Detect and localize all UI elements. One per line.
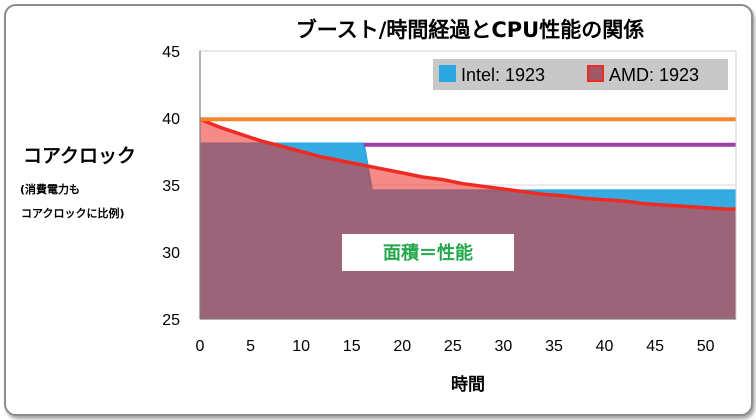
amd-area-fill [200, 119, 736, 319]
x-tick-label: 45 [646, 338, 664, 355]
y-tick-label: 30 [162, 245, 180, 262]
x-tick-label: 50 [697, 338, 715, 355]
area-annotation: 面積＝性能 [342, 234, 514, 271]
x-tick-label: 10 [292, 338, 310, 355]
x-tick-label: 35 [545, 338, 563, 355]
series-layer [199, 117, 736, 319]
x-tick-label: 25 [444, 338, 462, 355]
legend-swatch-amd [587, 65, 604, 82]
legend-background [433, 59, 728, 90]
x-tick-label: 0 [196, 338, 205, 355]
legend-label-amd: AMD: 1923 [609, 65, 699, 85]
y-axis-note-line1: (消費電力も [20, 182, 80, 196]
annotation-text: 面積＝性能 [383, 242, 473, 264]
chart-title: ブースト/時間経過とCPU性能の関係 [296, 18, 644, 42]
annotation-box [342, 234, 514, 271]
x-tick-label: 15 [343, 338, 361, 355]
y-tick-labels: 25 30 35 40 45 [162, 44, 180, 329]
y-tick-label: 25 [162, 312, 180, 329]
x-tick-labels: 0 5 10 15 20 25 30 35 40 45 50 [196, 338, 715, 355]
x-tick-label: 40 [596, 338, 614, 355]
legend-label-intel: Intel: 1923 [461, 65, 545, 85]
x-tick-label: 30 [494, 338, 512, 355]
x-tick-label: 5 [246, 338, 255, 355]
y-tick-label: 35 [162, 178, 180, 195]
y-tick-label: 40 [162, 111, 180, 128]
y-axis-note-line2: コアクロックに比例) [21, 206, 124, 220]
x-tick-label: 20 [393, 338, 411, 355]
amd-area-edge [199, 117, 736, 211]
legend-swatch-intel [439, 65, 456, 82]
y-tick-label: 45 [162, 44, 180, 61]
x-axis-title: 時間 [451, 374, 485, 395]
legend: Intel: 1923 AMD: 1923 [433, 59, 728, 90]
y-axis-title: コアクロック [23, 145, 136, 167]
